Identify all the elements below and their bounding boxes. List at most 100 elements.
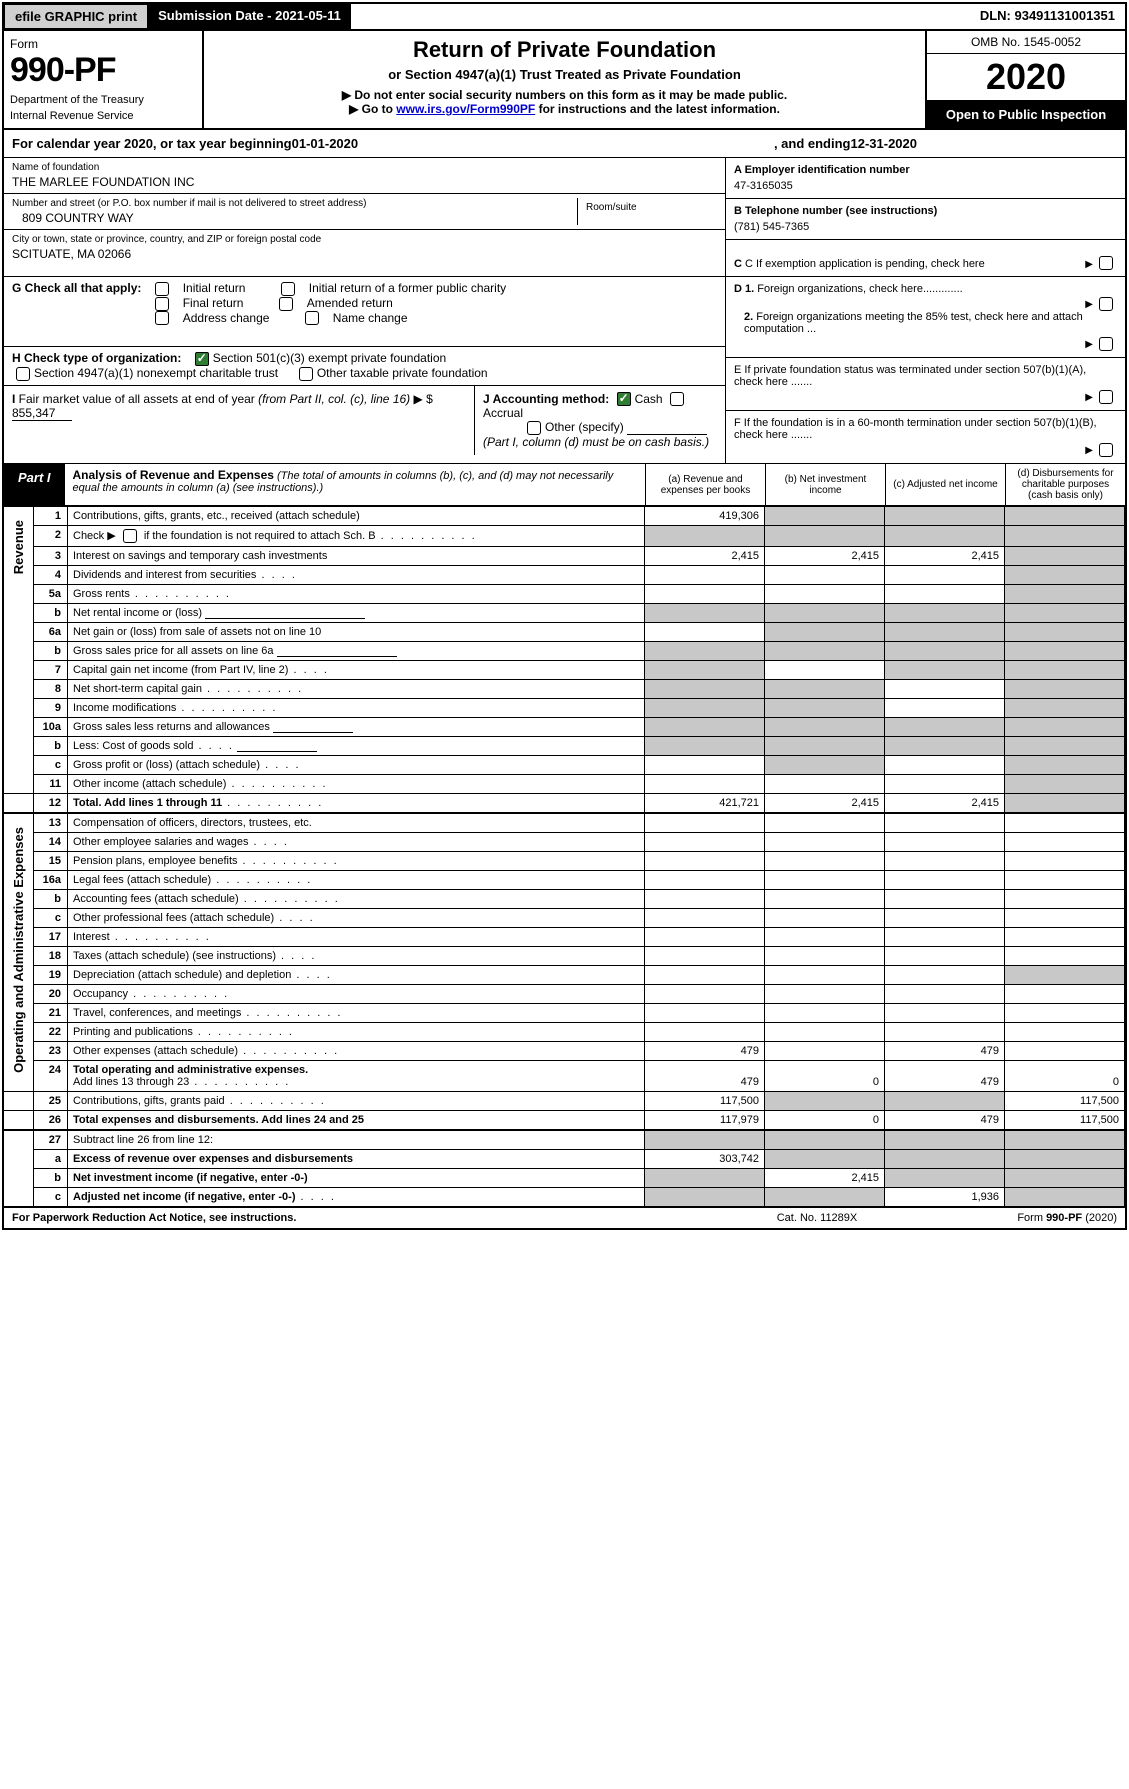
cell-d (1005, 507, 1125, 526)
h-4947-checkbox[interactable] (16, 367, 30, 381)
g-amended-checkbox[interactable] (279, 297, 293, 311)
cell-a: 419,306 (645, 507, 765, 526)
row-desc: Check ▶ if the foundation is not require… (68, 526, 645, 547)
spacer (351, 4, 970, 29)
expenses-label: Operating and Administrative Expenses (9, 817, 28, 1083)
phone-cell: B Telephone number (see instructions) (7… (726, 199, 1125, 240)
warn2-post: for instructions and the latest informat… (535, 102, 780, 116)
table-row: 12Total. Add lines 1 through 11 421,7212… (4, 794, 1125, 814)
table-row: bGross sales price for all assets on lin… (4, 642, 1125, 661)
table-row: cGross profit or (loss) (attach schedule… (4, 756, 1125, 775)
efile-print-button[interactable]: efile GRAPHIC print (4, 4, 148, 29)
row-num: 1 (34, 507, 68, 526)
mid-grid: G Check all that apply: Initial return I… (4, 277, 1125, 464)
f-checkbox[interactable] (1099, 443, 1113, 457)
header-mid: Return of Private Foundation or Section … (204, 31, 925, 128)
j-cell: J Accounting method: Cash Accrual Other … (475, 386, 725, 456)
g-address-checkbox[interactable] (155, 311, 169, 325)
e-checkbox[interactable] (1099, 390, 1113, 404)
table-row: 16aLegal fees (attach schedule) (4, 871, 1125, 890)
j-other-checkbox[interactable] (527, 421, 541, 435)
table-row: 11Other income (attach schedule) (4, 775, 1125, 794)
header-right: OMB No. 1545-0052 2020 Open to Public In… (925, 31, 1125, 128)
form-number: 990-PF (10, 51, 196, 90)
period-mid: , and ending (774, 136, 851, 151)
phone-label: B Telephone number (see instructions) (734, 205, 1117, 217)
form-title: Return of Private Foundation (214, 37, 915, 63)
j-other: Other (specify) (545, 420, 624, 434)
open-public: Open to Public Inspection (927, 101, 1125, 128)
table-row: 27Subtract line 26 from line 12: (4, 1130, 1125, 1150)
city-cell: City or town, state or province, country… (4, 230, 725, 265)
table-row: 9Income modifications (4, 699, 1125, 718)
mid-left: G Check all that apply: Initial return I… (4, 277, 725, 463)
row-desc: Contributions, gifts, grants, etc., rece… (68, 507, 645, 526)
e-row: E If private foundation status was termi… (726, 358, 1125, 411)
g-opt-5: Name change (333, 311, 408, 325)
pending-checkbox[interactable] (1099, 256, 1113, 270)
irs-link[interactable]: www.irs.gov/Form990PF (396, 102, 535, 116)
arrow-icon (1085, 338, 1095, 350)
table-row: cAdjusted net income (if negative, enter… (4, 1188, 1125, 1207)
table-row: 23Other expenses (attach schedule)479479 (4, 1042, 1125, 1061)
footer: For Paperwork Reduction Act Notice, see … (4, 1207, 1125, 1228)
footer-catno: Cat. No. 11289X (717, 1212, 917, 1224)
h-501c3-checkbox[interactable] (195, 352, 209, 366)
g-opt-4: Address change (183, 311, 270, 325)
d2-checkbox[interactable] (1099, 337, 1113, 351)
table-row: bNet investment income (if negative, ent… (4, 1169, 1125, 1188)
ein-cell: A Employer identification number 47-3165… (726, 158, 1125, 199)
table-row: Operating and Administrative Expenses 13… (4, 813, 1125, 833)
table-row: bNet rental income or (loss) (4, 604, 1125, 623)
g-opt-2: Final return (183, 296, 244, 310)
header-left: Form 990-PF Department of the Treasury I… (4, 31, 204, 128)
topbar: efile GRAPHIC print Submission Date - 20… (4, 4, 1125, 31)
j-accrual-checkbox[interactable] (670, 392, 684, 406)
table-row: 25Contributions, gifts, grants paid117,5… (4, 1092, 1125, 1111)
f-row: F If the foundation is in a 60-month ter… (726, 411, 1125, 463)
col-c-header: (c) Adjusted net income (885, 464, 1005, 505)
addr-value: 809 COUNTRY WAY (12, 211, 577, 225)
form-page: efile GRAPHIC print Submission Date - 20… (2, 2, 1127, 1230)
g-initial-former-checkbox[interactable] (281, 282, 295, 296)
table-row: 6aNet gain or (loss) from sale of assets… (4, 623, 1125, 642)
id-block: Name of foundation THE MARLEE FOUNDATION… (4, 158, 1125, 277)
table-row: 3Interest on savings and temporary cash … (4, 547, 1125, 566)
revenue-label: Revenue (9, 510, 28, 584)
arrow-icon (1085, 391, 1095, 403)
mid-right: D 1. Foreign organizations, check here..… (725, 277, 1125, 463)
dept-irs: Internal Revenue Service (10, 110, 196, 122)
j-cash-checkbox[interactable] (617, 392, 631, 406)
g-label: G Check all that apply: (12, 281, 141, 295)
footer-right: Form 990-PF (2020) (917, 1212, 1117, 1224)
warn-ssn: ▶ Do not enter social security numbers o… (214, 88, 915, 102)
g-final-checkbox[interactable] (155, 297, 169, 311)
h-other-checkbox[interactable] (299, 367, 313, 381)
form-word: Form (10, 37, 196, 51)
period-row: For calendar year 2020, or tax year begi… (4, 130, 1125, 158)
main-table: Revenue 1 Contributions, gifts, grants, … (4, 506, 1125, 1207)
schb-checkbox[interactable] (123, 529, 137, 543)
warn-link: ▶ Go to www.irs.gov/Form990PF for instru… (214, 102, 915, 116)
pending-cell: C C If exemption application is pending,… (726, 240, 1125, 276)
arrow-icon (1085, 258, 1095, 270)
j-cash: Cash (635, 392, 663, 406)
table-row: 4Dividends and interest from securities (4, 566, 1125, 585)
cell-b (765, 507, 885, 526)
e-text: E If private foundation status was termi… (734, 364, 1086, 388)
ein-value: 47-3165035 (734, 180, 1117, 192)
part1-desc: Analysis of Revenue and Expenses (The to… (65, 464, 645, 505)
warn2-pre: ▶ Go to (349, 102, 396, 116)
addr-label: Number and street (or P.O. box number if… (12, 198, 577, 209)
table-row: cOther professional fees (attach schedul… (4, 909, 1125, 928)
form-header: Form 990-PF Department of the Treasury I… (4, 31, 1125, 130)
part1-header: Part I Analysis of Revenue and Expenses … (4, 464, 1125, 506)
d-row: D 1. Foreign organizations, check here..… (726, 277, 1125, 358)
id-left: Name of foundation THE MARLEE FOUNDATION… (4, 158, 725, 276)
table-row: 18Taxes (attach schedule) (see instructi… (4, 947, 1125, 966)
g-initial-checkbox[interactable] (155, 282, 169, 296)
g-name-checkbox[interactable] (305, 311, 319, 325)
form-subtitle: or Section 4947(a)(1) Trust Treated as P… (214, 67, 915, 82)
d1-checkbox[interactable] (1099, 297, 1113, 311)
h-opt-3: Other taxable private foundation (317, 366, 488, 380)
